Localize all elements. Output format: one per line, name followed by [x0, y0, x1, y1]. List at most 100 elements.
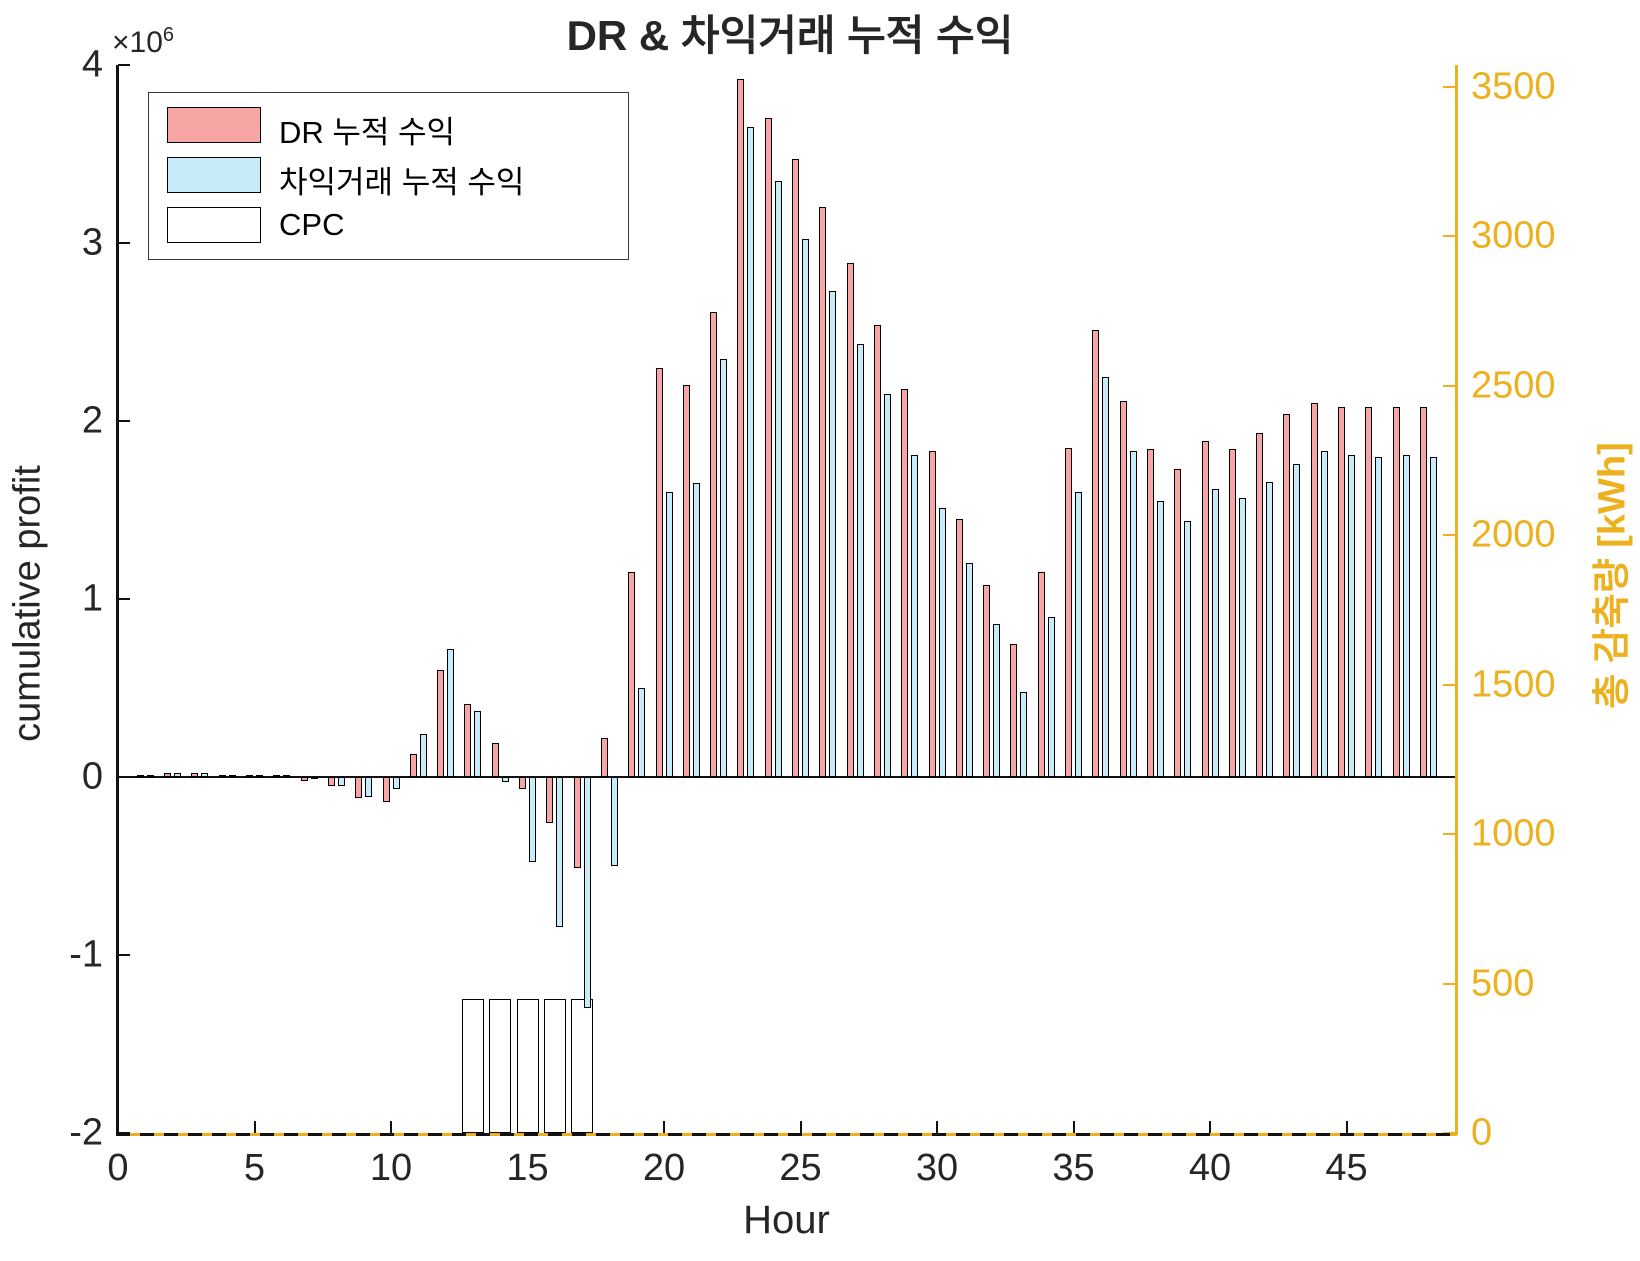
bar-arb-hour-46	[1375, 456, 1383, 777]
legend-row-2: 차익거래 누적 수익	[167, 157, 607, 200]
bar-dr-hour-43	[1283, 413, 1291, 777]
y-right-tick-500	[1443, 982, 1455, 985]
chart-title: DR & 차익거래 누적 수익	[566, 12, 1014, 59]
bar-dr-hour-22	[710, 312, 718, 777]
y-right-tick-label-3500: 3500	[1471, 65, 1556, 108]
bar-dr-hour-38	[1146, 449, 1154, 777]
legend-label-1: DR 누적 수익	[279, 115, 456, 150]
bar-dr-hour-35	[1065, 447, 1072, 777]
bar-dr-hour-36	[1092, 330, 1100, 777]
zero-baseline	[118, 776, 1455, 778]
y-left-tick-label--2: -2	[69, 1111, 103, 1154]
bar-dr-hour-45	[1338, 406, 1345, 777]
x-tick-label-5: 5	[243, 1147, 266, 1189]
bar-arb-hour-39	[1184, 520, 1192, 777]
x-tick-label-20: 20	[642, 1147, 686, 1189]
y-right-tick-label-1000: 1000	[1471, 812, 1556, 855]
bar-arb-hour-27	[856, 344, 864, 777]
bar-arb-hour-42	[1266, 481, 1274, 777]
x-tick-label-45: 45	[1325, 1147, 1368, 1189]
y-right-tick-2500	[1443, 384, 1455, 387]
y-right-tick-label-3000: 3000	[1471, 214, 1556, 257]
y-axis-left-line	[116, 65, 119, 1133]
bar-cpc-hour-13	[461, 998, 484, 1133]
bar-arb-hour-47	[1402, 454, 1410, 777]
bar-dr-hour-32	[983, 584, 991, 777]
x-tick-label-40: 40	[1188, 1147, 1232, 1189]
bar-dr-hour-24	[764, 118, 772, 777]
bar-dr-hour-6	[273, 775, 281, 778]
bar-dr-hour-12	[437, 670, 445, 777]
bar-dr-hour-23	[737, 79, 745, 777]
bar-arb-hour-40	[1211, 488, 1219, 777]
y-left-tick-label-0: 0	[81, 755, 103, 798]
bar-dr-hour-37	[1119, 401, 1127, 777]
bar-arb-hour-29	[911, 454, 919, 777]
y-right-tick-label-2500: 2500	[1471, 364, 1556, 407]
y-right-tick-3000	[1443, 235, 1455, 238]
bar-dr-hour-34	[1037, 572, 1045, 777]
bar-arb-hour-1	[146, 775, 154, 778]
x-tick-45	[1345, 1121, 1348, 1133]
x-axis-line	[116, 1133, 1457, 1136]
bar-arb-hour-21	[692, 483, 700, 777]
bar-dr-hour-16	[546, 777, 554, 824]
y-right-tick-3500	[1443, 86, 1455, 88]
bar-arb-hour-14	[501, 777, 509, 783]
y-left-tick-label--1: -1	[69, 933, 103, 976]
x-tick-label-15: 15	[506, 1147, 549, 1189]
x-tick-30	[936, 1121, 938, 1133]
bar-arb-hour-35	[1075, 492, 1082, 777]
bar-dr-hour-40	[1201, 440, 1209, 777]
x-tick-label-0: 0	[107, 1147, 129, 1189]
bar-dr-hour-46	[1365, 406, 1373, 777]
bar-dr-hour-7	[300, 777, 308, 781]
bar-arb-hour-41	[1238, 497, 1246, 777]
x-axis-label: Hour	[743, 1198, 830, 1242]
bar-dr-hour-42	[1256, 433, 1264, 777]
x-tick-5	[253, 1121, 256, 1133]
y-right-tick-label-500: 500	[1471, 962, 1535, 1005]
bar-dr-hour-9	[355, 777, 363, 799]
legend-label-2: 차익거래 누적 수익	[279, 165, 525, 200]
y-left-tick--1	[118, 954, 130, 956]
bar-dr-hour-8	[327, 777, 335, 786]
bar-arb-hour-10	[392, 777, 400, 790]
bar-dr-hour-13	[464, 704, 472, 777]
bar-dr-hour-30	[928, 451, 936, 777]
bar-arb-hour-32	[993, 623, 1001, 777]
bar-arb-hour-6	[283, 775, 291, 778]
bar-arb-hour-31	[965, 563, 973, 777]
bar-arb-hour-11	[419, 734, 427, 777]
x-tick-label-30: 30	[915, 1147, 959, 1189]
bar-dr-hour-5	[246, 775, 253, 778]
bar-dr-hour-47	[1392, 406, 1400, 777]
bar-dr-hour-44	[1310, 403, 1318, 777]
bar-arb-hour-34	[1047, 616, 1055, 777]
bar-dr-hour-26	[819, 207, 827, 777]
legend-swatch-1	[167, 107, 261, 143]
x-tick-35	[1072, 1121, 1075, 1133]
bar-arb-hour-7	[310, 777, 318, 779]
y-left-tick-3	[118, 242, 130, 244]
bar-arb-hour-22	[720, 358, 728, 777]
bar-dr-hour-39	[1174, 469, 1182, 777]
bar-dr-hour-25	[792, 159, 799, 777]
y-left-tick-label-1: 1	[81, 577, 103, 620]
y-right-tick-label-2000: 2000	[1471, 513, 1556, 556]
x-tick-10	[390, 1121, 392, 1133]
bar-arb-hour-13	[474, 711, 482, 777]
y-left-tick-2	[118, 420, 130, 422]
bar-arb-hour-26	[829, 291, 837, 777]
legend-label-3: CPC	[279, 207, 345, 242]
bar-cpc-hour-15	[516, 998, 539, 1133]
y-left-tick-4	[118, 64, 130, 66]
bar-dr-hour-31	[955, 518, 963, 777]
bar-dr-hour-19	[628, 572, 636, 777]
bar-dr-hour-3	[191, 773, 199, 777]
bar-arb-hour-8	[337, 777, 345, 786]
bar-dr-hour-2	[164, 773, 172, 777]
bar-dr-hour-17	[573, 777, 581, 868]
bar-arb-hour-28	[883, 394, 891, 777]
